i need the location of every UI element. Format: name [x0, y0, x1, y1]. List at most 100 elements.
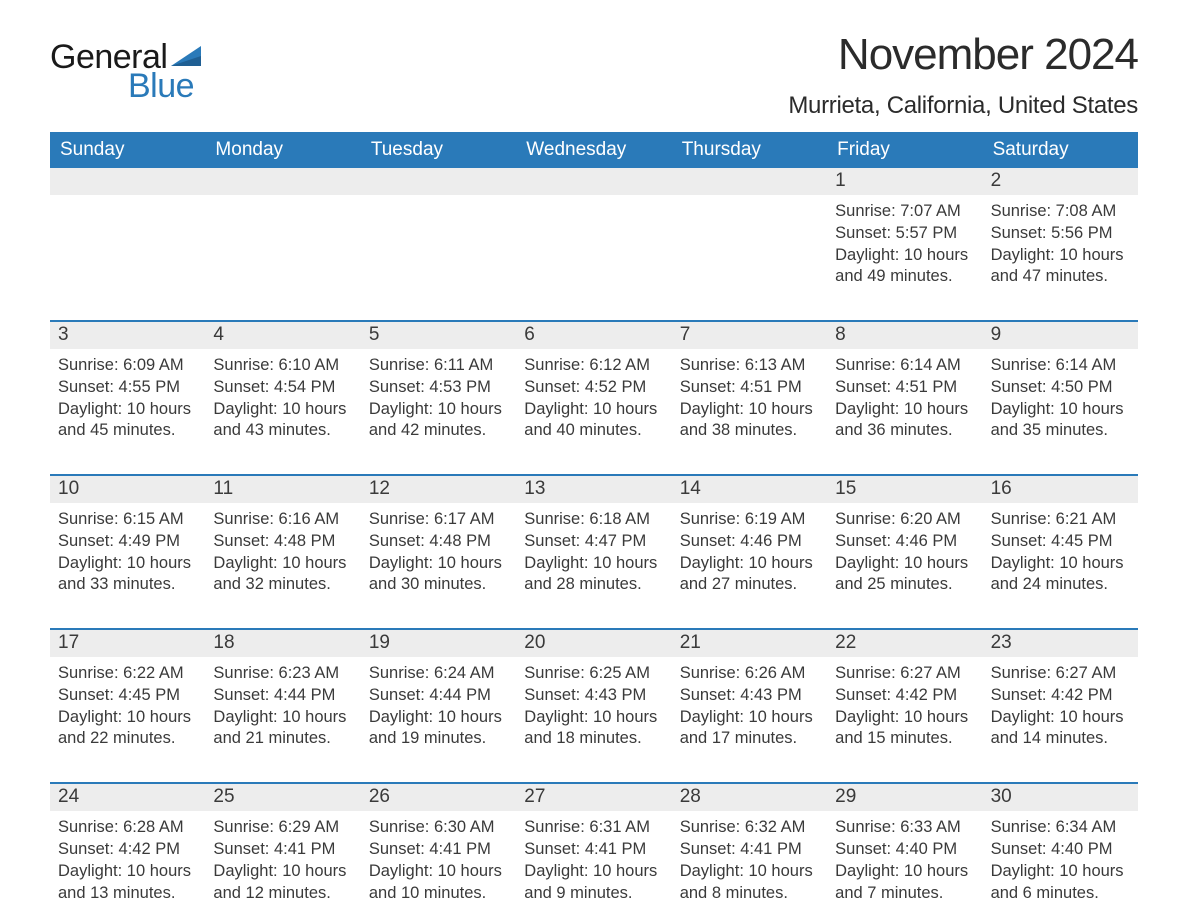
daynum-row: 24252627282930 — [50, 784, 1138, 811]
day-cell: Sunrise: 6:29 AMSunset: 4:41 PMDaylight:… — [205, 811, 360, 908]
day-cell: Sunrise: 7:07 AMSunset: 5:57 PMDaylight:… — [827, 195, 982, 292]
day1-text: Daylight: 10 hours — [58, 707, 197, 729]
weekday: Friday — [827, 132, 982, 168]
sunrise-text: Sunrise: 7:07 AM — [835, 201, 974, 223]
sunrise-text: Sunrise: 6:25 AM — [524, 663, 663, 685]
sunset-text: Sunset: 4:48 PM — [369, 531, 508, 553]
day2-text: and 32 minutes. — [213, 574, 352, 596]
day1-text: Daylight: 10 hours — [680, 707, 819, 729]
weekday-header: Sunday Monday Tuesday Wednesday Thursday… — [50, 132, 1138, 168]
sunset-text: Sunset: 4:49 PM — [58, 531, 197, 553]
day-cell: Sunrise: 6:34 AMSunset: 4:40 PMDaylight:… — [983, 811, 1138, 908]
week-row: 24252627282930Sunrise: 6:28 AMSunset: 4:… — [50, 782, 1138, 908]
sunrise-text: Sunrise: 6:17 AM — [369, 509, 508, 531]
day2-text: and 38 minutes. — [680, 420, 819, 442]
day1-text: Daylight: 10 hours — [524, 553, 663, 575]
calendar: Sunday Monday Tuesday Wednesday Thursday… — [50, 132, 1138, 908]
sunset-text: Sunset: 4:55 PM — [58, 377, 197, 399]
day-cell: Sunrise: 6:25 AMSunset: 4:43 PMDaylight:… — [516, 657, 671, 754]
sunrise-text: Sunrise: 6:14 AM — [991, 355, 1130, 377]
sunset-text: Sunset: 4:41 PM — [369, 839, 508, 861]
sunset-text: Sunset: 4:43 PM — [524, 685, 663, 707]
day-number — [50, 168, 205, 195]
sunset-text: Sunset: 4:46 PM — [680, 531, 819, 553]
day-cell: Sunrise: 6:26 AMSunset: 4:43 PMDaylight:… — [672, 657, 827, 754]
day-cell — [361, 195, 516, 292]
day-number — [672, 168, 827, 195]
day-number: 26 — [361, 784, 516, 811]
day2-text: and 35 minutes. — [991, 420, 1130, 442]
day-cell: Sunrise: 6:10 AMSunset: 4:54 PMDaylight:… — [205, 349, 360, 446]
sunrise-text: Sunrise: 6:14 AM — [835, 355, 974, 377]
sunset-text: Sunset: 4:42 PM — [835, 685, 974, 707]
day2-text: and 21 minutes. — [213, 728, 352, 750]
sunrise-text: Sunrise: 6:18 AM — [524, 509, 663, 531]
logo: General Blue — [50, 38, 203, 106]
day-cell: Sunrise: 6:21 AMSunset: 4:45 PMDaylight:… — [983, 503, 1138, 600]
sunrise-text: Sunrise: 6:34 AM — [991, 817, 1130, 839]
day-cell: Sunrise: 6:19 AMSunset: 4:46 PMDaylight:… — [672, 503, 827, 600]
day-number: 12 — [361, 476, 516, 503]
day-number: 20 — [516, 630, 671, 657]
logo-word2: Blue — [128, 67, 194, 106]
day2-text: and 9 minutes. — [524, 883, 663, 905]
day-cell: Sunrise: 6:22 AMSunset: 4:45 PMDaylight:… — [50, 657, 205, 754]
day-cell: Sunrise: 6:23 AMSunset: 4:44 PMDaylight:… — [205, 657, 360, 754]
day1-text: Daylight: 10 hours — [991, 707, 1130, 729]
title-block: November 2024 Murrieta, California, Unit… — [788, 30, 1138, 120]
sunset-text: Sunset: 4:42 PM — [58, 839, 197, 861]
day-number: 28 — [672, 784, 827, 811]
daynum-row: 12 — [50, 168, 1138, 195]
day1-text: Daylight: 10 hours — [524, 861, 663, 883]
day-number: 25 — [205, 784, 360, 811]
day1-text: Daylight: 10 hours — [835, 707, 974, 729]
sunset-text: Sunset: 4:46 PM — [835, 531, 974, 553]
day2-text: and 49 minutes. — [835, 266, 974, 288]
sunrise-text: Sunrise: 6:23 AM — [213, 663, 352, 685]
day1-text: Daylight: 10 hours — [991, 553, 1130, 575]
day-number: 18 — [205, 630, 360, 657]
day-number — [361, 168, 516, 195]
day-number: 1 — [827, 168, 982, 195]
day2-text: and 22 minutes. — [58, 728, 197, 750]
day-number: 4 — [205, 322, 360, 349]
day-number: 13 — [516, 476, 671, 503]
day-cell: Sunrise: 6:31 AMSunset: 4:41 PMDaylight:… — [516, 811, 671, 908]
day-number: 19 — [361, 630, 516, 657]
day-cell — [50, 195, 205, 292]
day1-text: Daylight: 10 hours — [835, 861, 974, 883]
day2-text: and 19 minutes. — [369, 728, 508, 750]
day-number: 3 — [50, 322, 205, 349]
day2-text: and 27 minutes. — [680, 574, 819, 596]
day-cell: Sunrise: 7:08 AMSunset: 5:56 PMDaylight:… — [983, 195, 1138, 292]
sunset-text: Sunset: 4:41 PM — [680, 839, 819, 861]
sunrise-text: Sunrise: 6:32 AM — [680, 817, 819, 839]
day1-text: Daylight: 10 hours — [58, 399, 197, 421]
sunrise-text: Sunrise: 6:33 AM — [835, 817, 974, 839]
day1-text: Daylight: 10 hours — [58, 553, 197, 575]
day1-text: Daylight: 10 hours — [369, 399, 508, 421]
sunset-text: Sunset: 4:42 PM — [991, 685, 1130, 707]
week-row: 17181920212223Sunrise: 6:22 AMSunset: 4:… — [50, 628, 1138, 754]
day-cell — [672, 195, 827, 292]
sunrise-text: Sunrise: 6:19 AM — [680, 509, 819, 531]
header: General Blue November 2024 Murrieta, Cal… — [50, 30, 1138, 120]
day-cell — [516, 195, 671, 292]
day-cell: Sunrise: 6:14 AMSunset: 4:50 PMDaylight:… — [983, 349, 1138, 446]
sunrise-text: Sunrise: 6:10 AM — [213, 355, 352, 377]
day2-text: and 18 minutes. — [524, 728, 663, 750]
day-number — [516, 168, 671, 195]
day2-text: and 13 minutes. — [58, 883, 197, 905]
sunrise-text: Sunrise: 6:30 AM — [369, 817, 508, 839]
day2-text: and 47 minutes. — [991, 266, 1130, 288]
weekday: Thursday — [672, 132, 827, 168]
day2-text: and 6 minutes. — [991, 883, 1130, 905]
day1-text: Daylight: 10 hours — [835, 553, 974, 575]
week-row: 10111213141516Sunrise: 6:15 AMSunset: 4:… — [50, 474, 1138, 600]
day2-text: and 25 minutes. — [835, 574, 974, 596]
day-cell: Sunrise: 6:33 AMSunset: 4:40 PMDaylight:… — [827, 811, 982, 908]
day-cell: Sunrise: 6:16 AMSunset: 4:48 PMDaylight:… — [205, 503, 360, 600]
day1-text: Daylight: 10 hours — [680, 553, 819, 575]
sunset-text: Sunset: 4:40 PM — [835, 839, 974, 861]
day2-text: and 17 minutes. — [680, 728, 819, 750]
